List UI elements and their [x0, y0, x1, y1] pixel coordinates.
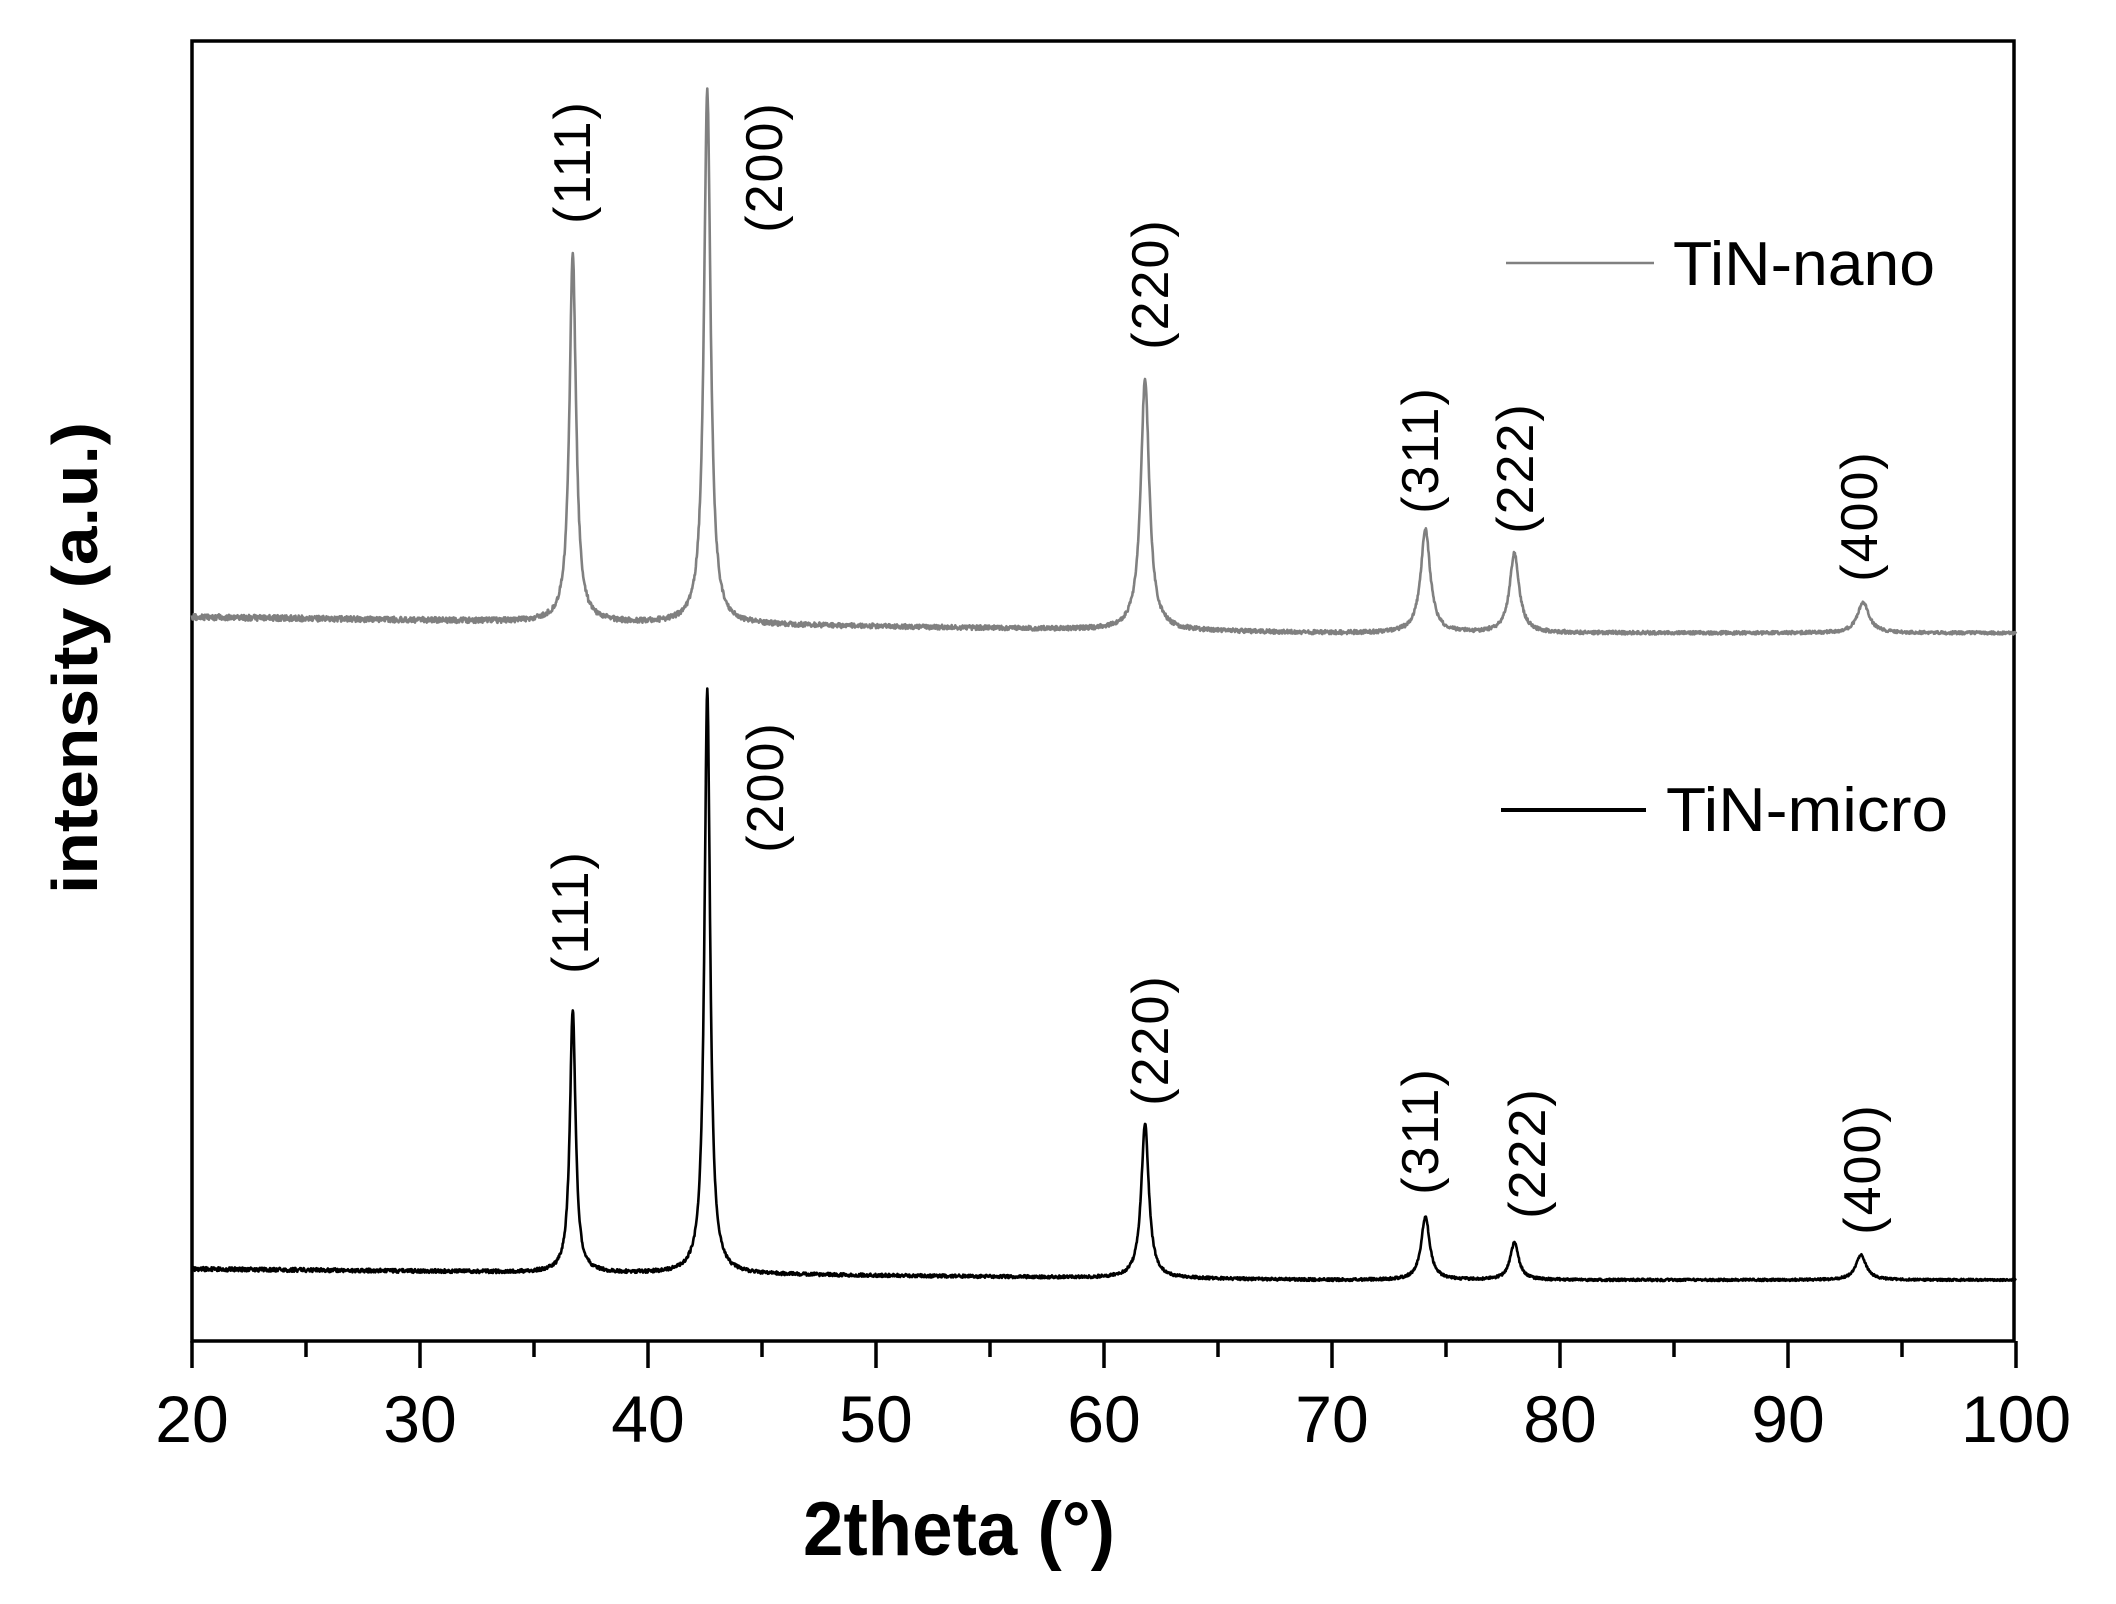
- peak-label: (220): [1122, 974, 1180, 1105]
- x-axis-tick-labels: 20 30 40 50 60 70 80 90 100: [155, 1382, 2071, 1456]
- x-axis-ticks: [190, 1341, 2018, 1368]
- peak-label: (111): [544, 100, 602, 224]
- peak-label: (220): [1122, 218, 1180, 349]
- x-tick-label: 80: [1523, 1382, 1596, 1456]
- peak-label: (400): [1834, 1103, 1892, 1234]
- peak-label: (311): [1392, 386, 1450, 514]
- x-axis-title: 2theta (°): [803, 1487, 1115, 1572]
- x-tick-label: 50: [839, 1382, 912, 1456]
- peak-label: (311): [1392, 1067, 1450, 1195]
- peak-label: (200): [737, 721, 795, 852]
- peak-labels-micro: (111) (200) (220) (311) (222) (400): [542, 721, 1892, 1234]
- peak-labels-nano: (111) (200) (220) (311) (222) (400): [544, 100, 1889, 582]
- x-tick-label: 100: [1961, 1382, 2071, 1456]
- series-line-tin-nano: [190, 87, 2018, 636]
- y-axis-title: intensity (a.u.): [39, 422, 111, 894]
- legend-label: TiN-nano: [1673, 230, 1935, 299]
- x-tick-label: 60: [1067, 1382, 1140, 1456]
- legend-item-tin-micro: TiN-micro: [1501, 776, 1948, 845]
- x-tick-label: 90: [1751, 1382, 1824, 1456]
- x-tick-label: 70: [1295, 1382, 1368, 1456]
- legend: TiN-nano TiN-micro: [1501, 230, 1948, 845]
- peak-label: (200): [736, 101, 794, 232]
- peak-label: (400): [1831, 450, 1889, 581]
- x-tick-label: 40: [611, 1382, 684, 1456]
- legend-label: TiN-micro: [1666, 776, 1948, 845]
- series-line-tin-micro: [190, 687, 2017, 1283]
- x-tick-label: 30: [383, 1382, 456, 1456]
- peak-label: (111): [542, 850, 600, 974]
- peak-label: (222): [1487, 402, 1545, 533]
- peak-label: (222): [1499, 1087, 1557, 1218]
- legend-item-tin-nano: TiN-nano: [1506, 230, 1935, 299]
- x-tick-label: 20: [155, 1382, 228, 1456]
